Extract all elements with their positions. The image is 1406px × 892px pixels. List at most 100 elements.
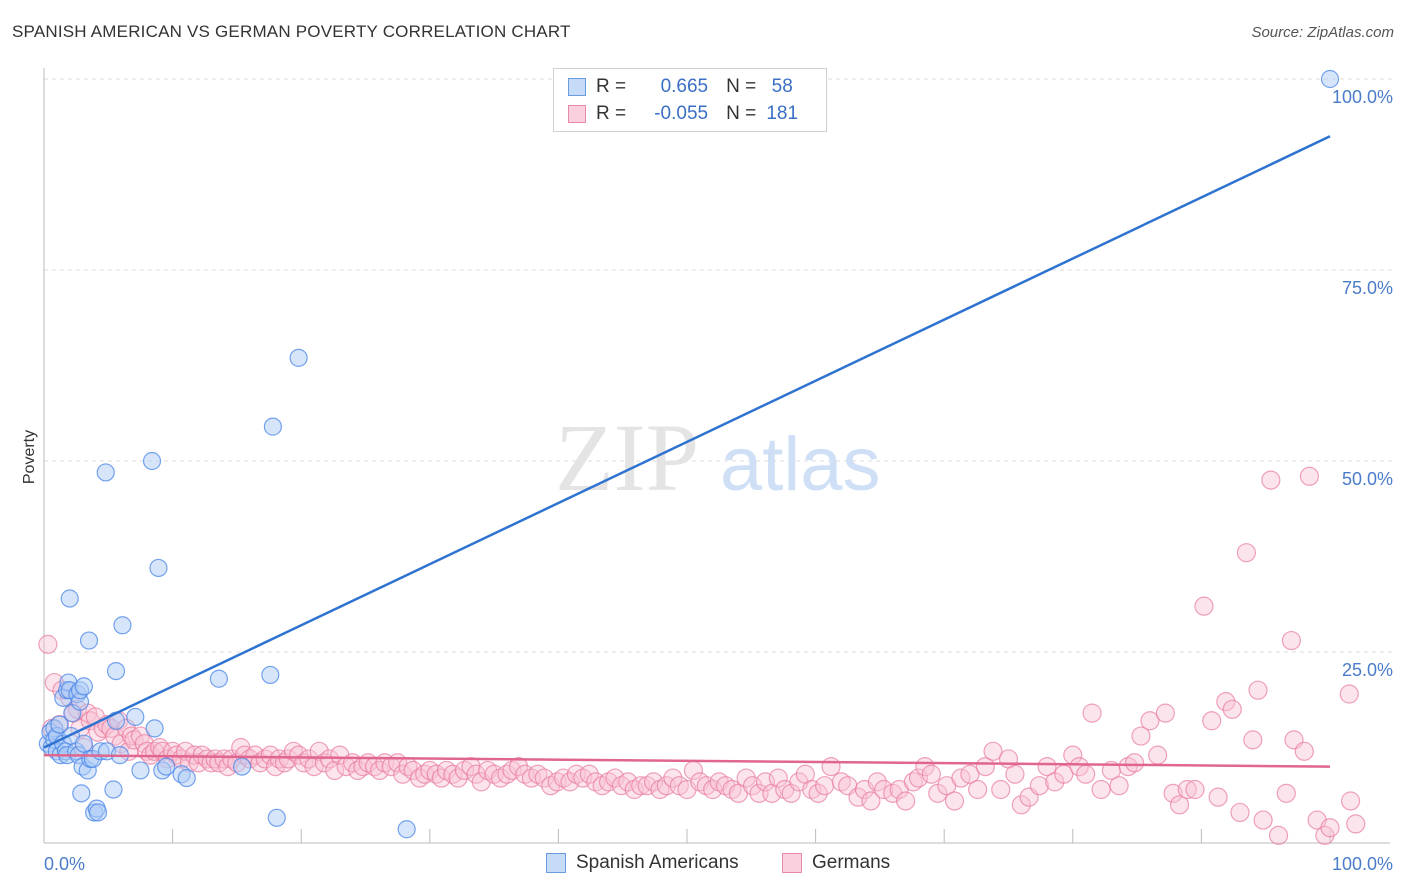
german-point [448, 768, 468, 788]
german-point [403, 760, 423, 781]
german-point [1230, 802, 1250, 823]
german-point [560, 772, 580, 792]
german-point [1005, 764, 1025, 784]
german-point [1299, 466, 1320, 486]
german-point [1320, 818, 1340, 838]
german-point [1346, 814, 1366, 834]
spanish-american-point [289, 348, 308, 367]
german-point [1148, 745, 1168, 765]
german-point [736, 768, 756, 788]
german-point [1082, 703, 1102, 723]
spanish-american-point [177, 768, 196, 788]
german-point [631, 776, 651, 796]
german-point [1340, 791, 1361, 811]
german-point [1222, 699, 1242, 719]
german-point [1202, 711, 1222, 731]
german-point [1253, 810, 1273, 830]
german-point [815, 776, 835, 796]
x-tick-label: 0.0% [44, 854, 85, 874]
german-point [1011, 795, 1031, 815]
german-point [663, 768, 683, 788]
watermark-atlas: atlas [720, 422, 881, 507]
spanish-american-point [131, 761, 150, 780]
german-point [908, 768, 929, 788]
german-point [1131, 726, 1151, 746]
spanish-american-point [397, 820, 416, 839]
bottom-legend-swatch-pink [782, 853, 802, 873]
legend-n-label: N = [726, 76, 757, 97]
german-point [1109, 776, 1129, 796]
legend-row-spanish-americans: R = 0.665 N = 58 [568, 74, 808, 100]
spanish-american-point [263, 417, 283, 436]
german-point [1076, 764, 1096, 784]
german-point [960, 764, 980, 784]
german-point [38, 634, 58, 654]
german-point [1124, 753, 1145, 773]
germans-trend-line [43, 753, 1331, 768]
spanish-american-point [113, 616, 132, 635]
german-point [1281, 630, 1302, 651]
german-point [643, 772, 664, 792]
german-point [1276, 783, 1296, 803]
legend-r-label: R = [596, 76, 627, 97]
legend-swatch-pink [568, 105, 586, 123]
gridlines [44, 78, 1392, 653]
y-tick-label: 25.0% [1342, 660, 1393, 680]
source-label: Source: ZipAtlas.com [1251, 24, 1394, 41]
bottom-legend-spanish-americans[interactable]: Spanish Americans [546, 852, 739, 874]
german-point [1194, 596, 1214, 616]
german-point [1261, 470, 1281, 490]
german-point [1339, 684, 1359, 704]
spanish-american-point [209, 669, 228, 688]
german-point [1177, 779, 1197, 800]
german-point [1208, 787, 1228, 807]
german-point [1163, 783, 1183, 803]
trend-lines [43, 135, 1331, 768]
spanish-american-point [232, 757, 252, 776]
spanish-american-point [104, 780, 123, 799]
watermark: ZIP atlas [555, 404, 881, 511]
german-point [755, 772, 776, 792]
spanish-american-point [267, 808, 286, 827]
legend-n-value: 58 [771, 76, 793, 97]
german-point [968, 779, 988, 800]
spanish-american-point [126, 707, 145, 727]
bottom-legend-swatch-blue [546, 853, 566, 873]
correlation-legend: R = 0.665 N = 58 R = -0.055 N = 181 [553, 68, 827, 132]
german-point [1185, 779, 1205, 800]
spanish-american-point [106, 661, 126, 681]
german-point [975, 756, 995, 777]
german-point [1037, 756, 1057, 777]
german-point [426, 764, 446, 784]
german-point [983, 741, 1003, 761]
spanish-americans-trend-line [43, 135, 1331, 749]
german-point [742, 776, 763, 796]
german-point [605, 768, 625, 788]
legend-r-label: R = [596, 103, 627, 124]
german-point [1248, 680, 1268, 700]
bottom-legend-germans[interactable]: Germans [782, 852, 890, 874]
german-point [1243, 730, 1263, 750]
spanish-american-point [74, 677, 93, 696]
german-point [867, 772, 887, 792]
german-point [921, 764, 941, 784]
german-point [197, 749, 217, 769]
spanish-american-point [79, 631, 99, 650]
german-point [618, 772, 638, 792]
legend-r-value: -0.055 [654, 103, 709, 124]
spanish-american-point [88, 803, 108, 822]
german-point [1216, 692, 1236, 712]
german-point [903, 772, 923, 792]
spanish-american-point [149, 558, 168, 578]
legend-n-value: 181 [766, 103, 799, 124]
bottom-legend-label: Spanish Americans [576, 852, 739, 873]
german-point [325, 760, 345, 781]
german-point [1029, 776, 1049, 796]
spanish-american-point [145, 719, 164, 738]
german-point [579, 764, 599, 784]
spanish-american-point [142, 451, 162, 471]
spanish-american-point [1320, 69, 1340, 89]
y-tick-labels: 25.0% 50.0% 75.0% 100.0% [1332, 87, 1393, 680]
german-point [768, 768, 788, 788]
